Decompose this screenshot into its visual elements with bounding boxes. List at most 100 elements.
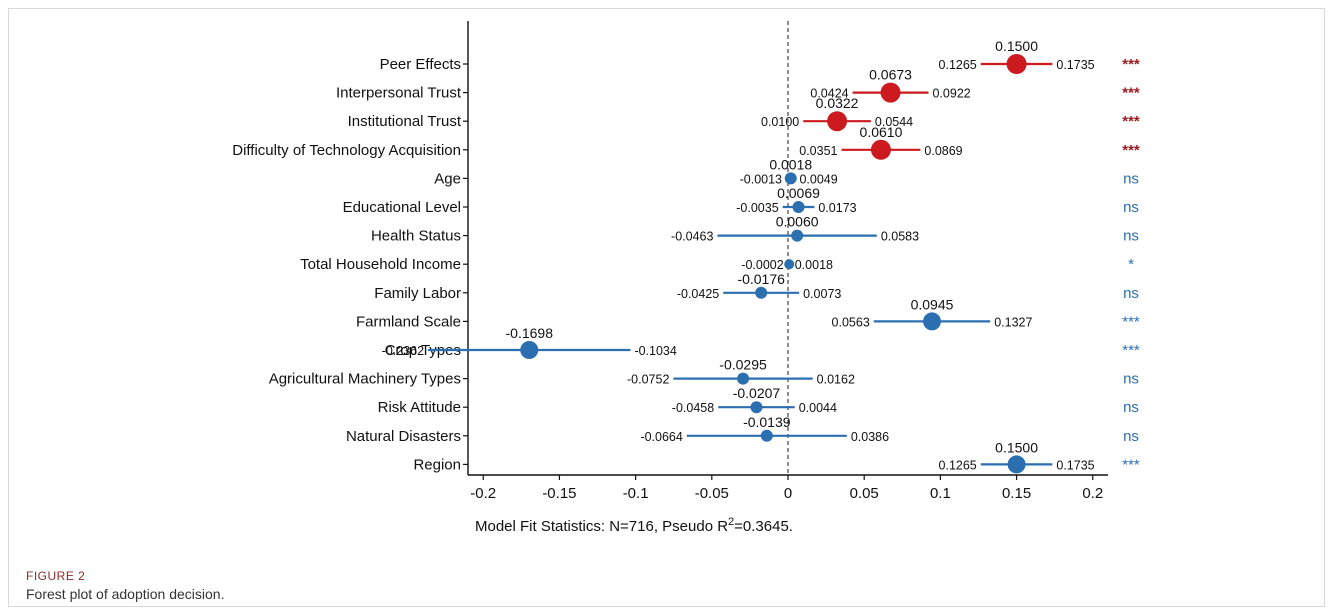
x-tick-label: -0.05 [695,485,729,502]
significance-label: ns [1123,371,1139,388]
estimate-label: -0.0176 [737,271,785,287]
estimate-point [792,201,805,213]
ci-lower-label: -0.0013 [740,172,782,186]
estimate-point [923,312,941,331]
ci-lower-label: -0.2362 [382,344,424,358]
row-label: Health Status [371,228,461,245]
ci-lower-label: -0.0752 [627,373,669,387]
ci-lower-label: -0.0458 [672,401,714,415]
row-label: Difficulty of Technology Acquisition [232,142,461,159]
significance-label: * [1128,256,1134,273]
estimate-label: 0.0945 [911,296,954,312]
row-label: Agricultural Machinery Types [269,371,461,388]
estimate-point [791,229,804,242]
figure-caption: Forest plot of adoption decision. [26,586,225,602]
estimate-point [784,172,797,185]
x-tick-label: -0.15 [542,485,576,502]
estimate-label: 0.0018 [769,156,812,172]
ci-upper-label: 0.0044 [799,401,837,415]
significance-label: *** [1122,342,1140,359]
ci-lower-label: -0.0035 [736,201,778,215]
ci-lower-label: 0.0351 [799,144,837,158]
estimate-label: 0.1500 [995,38,1038,54]
x-tick-label: -0.2 [470,485,496,502]
estimate-label: -0.0207 [733,385,781,401]
estimate-label: 0.0322 [816,95,859,111]
estimate-point [1007,455,1026,474]
figure-label: FIGURE 2 [26,569,86,583]
figure-panel: -0.2 -0.15 -0.1 -0.05 0 0.05 0.1 0.15 0.2 Peer Ef… [8,8,1325,607]
ci-upper-label: 0.0162 [817,373,855,387]
model-fit-note: Model Fit Statistics: N=716, Pseudo R2=0… [475,516,793,535]
estimate-point [827,111,848,132]
estimate-label: 0.0060 [776,214,819,230]
ci-lower-label: 0.1265 [939,458,977,472]
plot-area: -0.2 -0.15 -0.1 -0.05 0 0.05 0.1 0.15 0.2 Peer Ef… [232,21,1140,535]
ci-lower-label: 0.0563 [832,315,870,329]
significance-label: ns [1123,228,1139,245]
row-label: Interpersonal Trust [336,85,462,102]
estimate-point [760,429,773,442]
x-tick-label: 0.1 [930,485,951,502]
estimate-label: -0.0295 [719,357,767,373]
estimate-label: 0.0069 [777,185,820,201]
ci-lower-label: -0.0002 [741,258,783,272]
x-tick-label: 0 [784,485,792,502]
estimate-point [880,82,901,103]
significance-label: ns [1123,428,1139,445]
row-label: Total Household Income [300,256,461,273]
significance-label: *** [1122,142,1140,159]
estimate-point [750,401,763,414]
estimate-label: 0.0610 [860,124,903,140]
estimate-label: -0.0139 [743,414,791,430]
ci-upper-label: 0.0583 [881,230,919,244]
significance-label: ns [1123,199,1139,216]
row-label: Institutional Trust [348,113,462,130]
ci-lower-label: 0.0424 [810,87,848,101]
significance-label: *** [1122,85,1140,102]
row-label: Region [413,456,461,473]
ci-upper-label: 0.1327 [994,315,1032,329]
ci-lower-label: -0.0425 [677,287,719,301]
row-label: Peer Effects [380,56,461,73]
row-label: Crop Types [385,342,461,359]
significance-label: ns [1123,285,1139,302]
estimate-point [737,372,750,385]
ci-lower-label: 0.1265 [939,58,977,72]
row-label: Family Labor [374,285,461,302]
ci-lower-label: -0.0463 [671,230,713,244]
x-tick-label: -0.1 [623,485,649,502]
estimate-label: 0.1500 [995,439,1038,455]
estimate-point [520,341,539,359]
row-label: Natural Disasters [346,428,461,445]
estimate-point [870,139,891,160]
row-label: Educational Level [343,199,461,216]
ci-upper-label: 0.0922 [932,87,970,101]
ci-upper-label: -0.1034 [634,344,676,358]
ci-upper-label: 0.0869 [924,144,962,158]
significance-label: *** [1122,113,1140,130]
ci-upper-label: 0.1735 [1056,458,1094,472]
significance-label: *** [1122,56,1140,73]
x-tick-label: 0.05 [850,485,879,502]
estimate-point [784,259,795,270]
ci-upper-label: 0.0073 [803,287,841,301]
row-label: Farmland Scale [356,313,461,330]
significance-label: ns [1123,170,1139,187]
caption-block: FIGURE 2 Forest plot of adoption decisio… [26,569,224,602]
estimate-label: 0.0673 [869,67,912,83]
row-label: Age [434,170,461,187]
ci-lower-label: 0.0100 [761,115,799,129]
estimate-point [755,286,768,299]
x-tick-label: 0.2 [1082,485,1103,502]
ci-upper-label: 0.0544 [875,115,913,129]
row-label: Risk Attitude [378,399,461,416]
estimate-point [1006,54,1027,74]
estimate-label: -0.1698 [506,325,554,341]
x-tick-label: 0.15 [1002,485,1031,502]
ci-lower-label: -0.0664 [640,430,682,444]
significance-label: ns [1123,399,1139,416]
forest-plot: -0.2 -0.15 -0.1 -0.05 0 0.05 0.1 0.15 0.2 Peer Ef… [232,21,1140,535]
significance-label: *** [1122,313,1140,330]
ci-upper-label: 0.0018 [795,258,833,272]
